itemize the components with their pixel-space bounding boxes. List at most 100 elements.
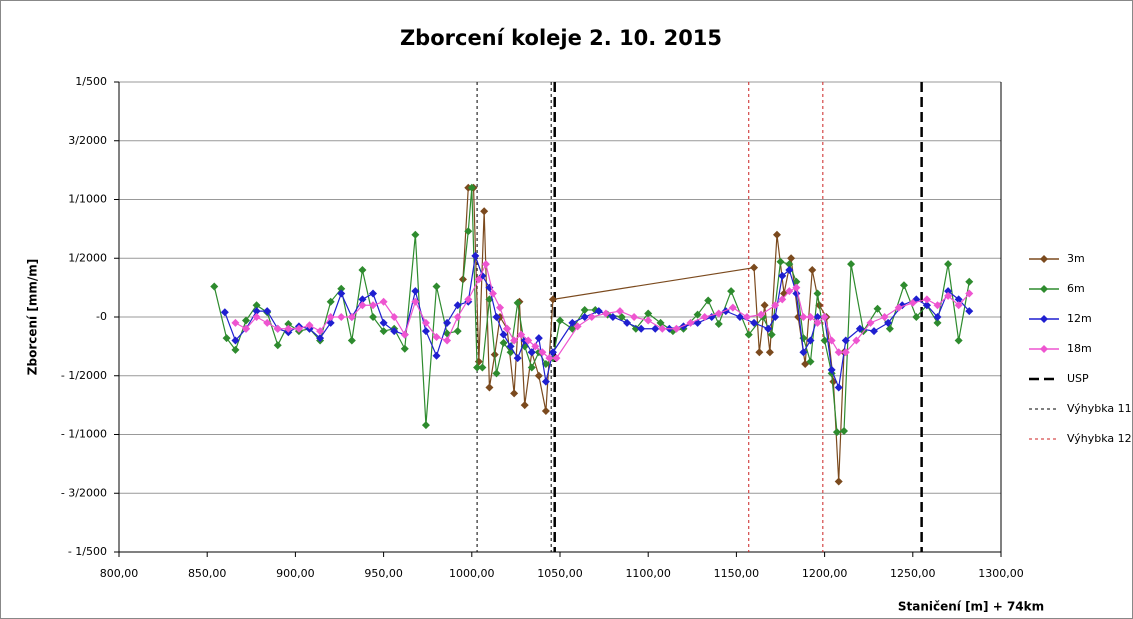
marker bbox=[954, 301, 963, 310]
marker bbox=[764, 324, 773, 333]
marker bbox=[527, 363, 536, 372]
marker bbox=[700, 313, 709, 321]
marker bbox=[496, 303, 505, 312]
marker bbox=[778, 271, 787, 280]
marker bbox=[799, 348, 808, 357]
marker bbox=[742, 313, 751, 321]
y-axis-label: Zborcení [mm/m] bbox=[26, 259, 40, 375]
x-tick-label: 1200,00 bbox=[802, 567, 848, 580]
marker bbox=[785, 287, 794, 296]
legend-marker bbox=[1040, 315, 1048, 323]
marker bbox=[727, 287, 736, 296]
marker bbox=[506, 342, 515, 351]
marker bbox=[806, 336, 815, 345]
marker bbox=[471, 251, 480, 260]
marker bbox=[480, 207, 489, 216]
marker bbox=[840, 426, 849, 435]
marker bbox=[220, 308, 229, 317]
marker bbox=[337, 284, 346, 293]
marker bbox=[658, 324, 667, 333]
legend-label: USP bbox=[1067, 372, 1089, 385]
marker bbox=[841, 348, 850, 357]
x-tick-label: 1150,00 bbox=[714, 567, 760, 580]
marker bbox=[231, 345, 240, 354]
marker bbox=[651, 324, 660, 333]
marker bbox=[744, 330, 753, 339]
marker bbox=[499, 330, 508, 339]
marker bbox=[503, 324, 512, 333]
marker bbox=[792, 283, 801, 292]
marker bbox=[834, 348, 843, 357]
marker bbox=[899, 281, 908, 290]
marker bbox=[693, 310, 702, 319]
marker bbox=[443, 336, 452, 345]
marker bbox=[326, 297, 335, 306]
marker bbox=[473, 363, 482, 372]
marker bbox=[785, 266, 794, 274]
marker bbox=[390, 313, 399, 321]
marker bbox=[778, 295, 787, 304]
marker bbox=[922, 295, 931, 304]
marker bbox=[467, 183, 476, 192]
marker bbox=[965, 307, 974, 316]
x-tick-label: 950,00 bbox=[364, 567, 403, 580]
marker bbox=[965, 277, 974, 286]
marker bbox=[827, 336, 836, 345]
marker bbox=[541, 407, 550, 415]
marker bbox=[933, 318, 942, 327]
marker bbox=[834, 477, 843, 486]
marker bbox=[531, 342, 540, 351]
marker bbox=[421, 327, 430, 336]
marker bbox=[358, 266, 367, 274]
marker bbox=[855, 324, 864, 333]
marker bbox=[847, 260, 856, 269]
marker bbox=[481, 260, 490, 269]
marker bbox=[316, 327, 325, 336]
legend-marker bbox=[1040, 255, 1048, 263]
marker bbox=[714, 320, 723, 329]
marker bbox=[492, 313, 501, 321]
marker bbox=[453, 327, 462, 336]
marker bbox=[852, 336, 861, 345]
marker bbox=[765, 348, 774, 357]
marker bbox=[534, 371, 543, 380]
x-tick-label: 850,00 bbox=[188, 567, 227, 580]
marker bbox=[273, 341, 282, 350]
marker bbox=[750, 263, 759, 272]
marker bbox=[587, 313, 596, 321]
marker bbox=[242, 316, 251, 325]
marker bbox=[222, 334, 231, 343]
marker bbox=[326, 318, 335, 327]
marker bbox=[714, 309, 723, 318]
marker bbox=[421, 421, 430, 430]
marker bbox=[252, 307, 261, 316]
marker bbox=[520, 401, 529, 410]
marker bbox=[379, 297, 388, 306]
marker bbox=[757, 310, 766, 319]
series-line bbox=[224, 255, 970, 390]
marker bbox=[644, 316, 653, 325]
marker bbox=[411, 230, 420, 239]
marker bbox=[517, 330, 526, 339]
marker bbox=[390, 327, 399, 336]
marker bbox=[432, 282, 441, 291]
marker bbox=[421, 318, 430, 327]
marker bbox=[556, 316, 564, 325]
y-tick-label: 1/1000 bbox=[68, 193, 107, 206]
marker bbox=[894, 303, 903, 312]
marker bbox=[294, 324, 303, 333]
marker bbox=[464, 295, 473, 304]
marker bbox=[686, 318, 695, 327]
marker bbox=[880, 313, 889, 321]
x-tick-label: 1100,00 bbox=[625, 567, 671, 580]
marker bbox=[568, 318, 577, 327]
marker bbox=[832, 428, 841, 437]
marker bbox=[541, 377, 550, 386]
marker bbox=[210, 282, 219, 291]
marker bbox=[513, 298, 522, 307]
marker bbox=[358, 295, 367, 304]
legend-label: Výhybka 12 bbox=[1067, 432, 1132, 445]
marker bbox=[785, 260, 794, 269]
marker bbox=[954, 336, 963, 345]
